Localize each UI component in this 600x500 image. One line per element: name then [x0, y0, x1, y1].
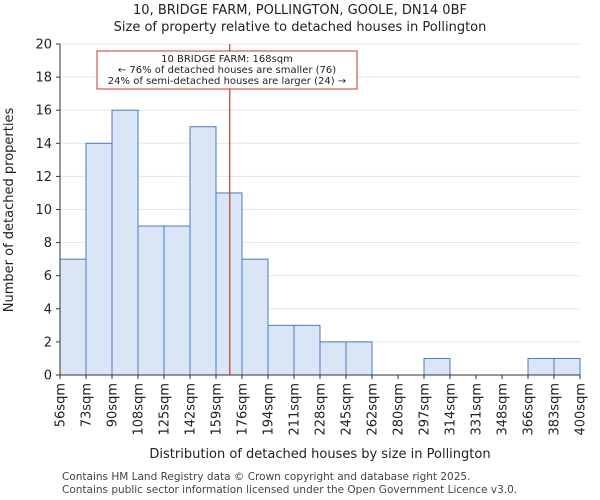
- x-axis-label: Distribution of detached houses by size …: [149, 447, 490, 462]
- x-tick-label-8: 194sqm: [262, 383, 277, 436]
- x-tick-label-16: 331sqm: [470, 383, 485, 436]
- bar-5: [189, 126, 217, 376]
- y-tick-label-4: 8: [44, 236, 52, 251]
- bars-layer: [59, 109, 581, 376]
- y-tick-label-0: 0: [44, 369, 52, 384]
- annotation-line-3: 24% of semi-detached houses are larger (…: [108, 76, 346, 87]
- x-tick-label-2: 90sqm: [106, 383, 121, 427]
- x-tick-label-19: 383sqm: [548, 383, 563, 436]
- x-tick-label-13: 280sqm: [392, 383, 407, 436]
- annotation-line-2: ← 76% of detached houses are smaller (76…: [118, 65, 336, 76]
- footer-line-1: Contains HM Land Registry data © Crown c…: [62, 471, 471, 483]
- x-tick-label-1: 73sqm: [80, 383, 95, 427]
- x-tick-label-11: 245sqm: [340, 383, 355, 436]
- x-tick-label-9: 211sqm: [288, 383, 303, 436]
- bar-10: [319, 341, 347, 376]
- y-tick-label-6: 12: [35, 170, 52, 185]
- x-tick-label-3: 108sqm: [132, 383, 147, 436]
- y-tick-label-7: 14: [35, 137, 52, 152]
- x-tick-label-15: 314sqm: [444, 383, 459, 436]
- bar-4: [163, 225, 191, 376]
- x-tick-label-20: 400sqm: [574, 383, 589, 436]
- chart-title: 10, BRIDGE FARM, POLLINGTON, GOOLE, DN14…: [133, 3, 467, 18]
- bar-19: [553, 357, 581, 376]
- bar-0: [59, 258, 87, 376]
- bar-8: [267, 324, 295, 376]
- bar-3: [137, 225, 165, 376]
- x-tick-label-14: 297sqm: [418, 383, 433, 436]
- annotation: 10 BRIDGE FARM: 168sqm ← 76% of detached…: [96, 50, 358, 90]
- x-tick-label-18: 366sqm: [522, 383, 537, 436]
- annotation-box: [96, 50, 358, 90]
- x-tick-label-0: 56sqm: [54, 383, 69, 427]
- y-tick-label-2: 4: [44, 302, 52, 317]
- y-tick-label-10: 20: [35, 38, 52, 53]
- x-tick-label-17: 348sqm: [496, 383, 511, 436]
- chart-subtitle: Size of property relative to detached ho…: [113, 20, 487, 35]
- y-tick-label-3: 6: [44, 269, 52, 284]
- bar-2: [111, 109, 139, 376]
- bar-18: [527, 357, 555, 376]
- annotation-line-1: 10 BRIDGE FARM: 168sqm: [161, 54, 293, 65]
- x-tick-label-4: 125sqm: [158, 383, 173, 436]
- y-tick-label-8: 16: [35, 104, 52, 119]
- x-tick-label-6: 159sqm: [210, 383, 225, 436]
- x-tick-label-5: 142sqm: [184, 383, 199, 436]
- y-axis-label: Number of detached properties: [2, 108, 17, 313]
- footer-line-2: Contains public sector information licen…: [62, 484, 518, 496]
- bar-1: [85, 142, 113, 376]
- chart-svg: 0 2 4 6 8 10 12 14 16 18 20 56sqm 73sqm 90sqm 108sqm 12…: [2, 38, 589, 463]
- x-tick-label-10: 228sqm: [314, 383, 329, 436]
- y-tick-label-5: 10: [35, 203, 52, 218]
- axes-layer: 0 2 4 6 8 10 12 14 16 18 20 56sqm 73sqm 90sqm 108sqm 12…: [35, 38, 588, 436]
- y-tick-label-9: 18: [35, 71, 52, 86]
- bar-6: [215, 192, 243, 376]
- x-tick-label-12: 262sqm: [366, 383, 381, 436]
- y-tick-label-1: 2: [44, 335, 52, 350]
- x-tick-label-7: 176sqm: [236, 383, 251, 436]
- bar-7: [241, 258, 269, 376]
- bar-14: [423, 357, 451, 376]
- bar-11: [345, 341, 373, 376]
- bar-9: [293, 324, 321, 376]
